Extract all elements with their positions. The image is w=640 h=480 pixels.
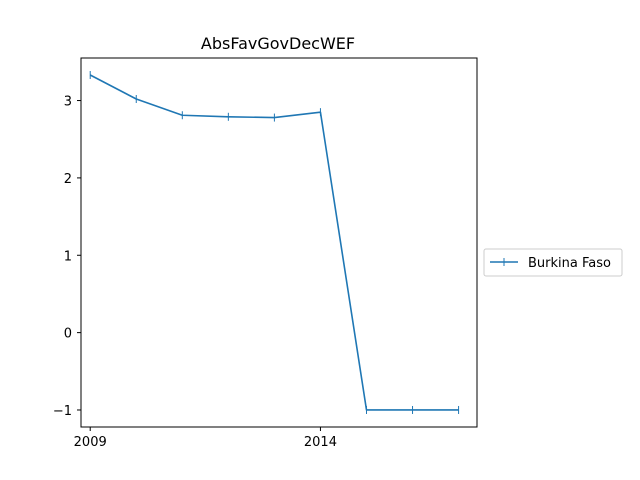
x-tick-label: 2014 [304,435,337,450]
legend-box [483,248,623,277]
y-tick-label: −1 [53,404,72,419]
x-tick-label: 2009 [74,435,107,450]
y-tick-label: 1 [64,249,72,264]
chart-title: AbsFavGovDecWEF [201,34,355,53]
legend-label: Burkina Faso [528,256,611,271]
axes-frame [80,57,478,428]
axes: 2009 2014 −1 0 1 2 3 [53,57,478,450]
series-line [89,74,459,411]
plot-area [89,71,460,414]
y-tick-label: 2 [64,172,72,187]
y-tick-label: 3 [64,95,72,110]
y-tick-label: 0 [64,327,72,342]
legend: Burkina Faso [483,248,623,277]
